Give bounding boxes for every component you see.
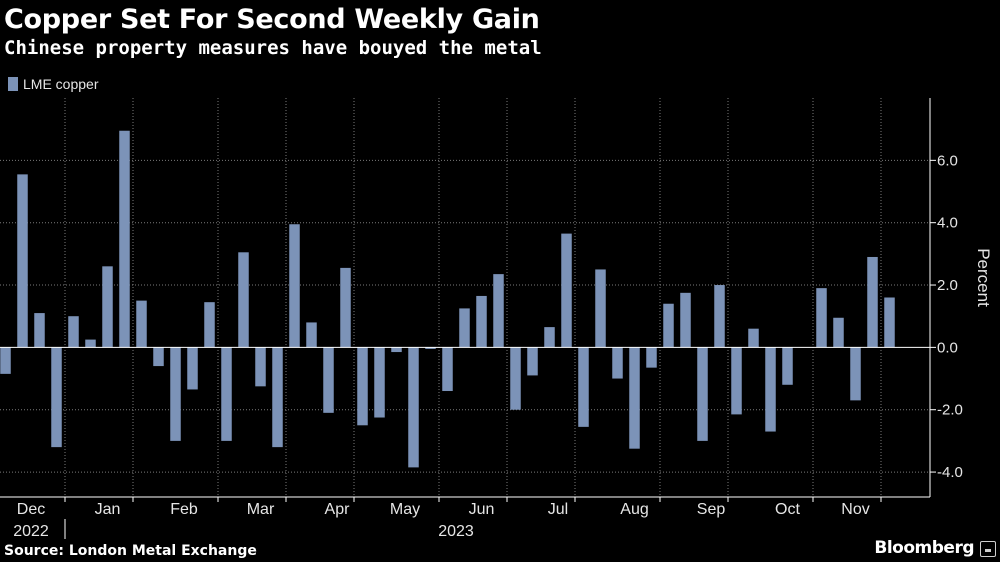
y-axis-title: Percent: [974, 248, 993, 307]
y-tick-label: -4.0: [937, 464, 963, 481]
month-label: Feb: [170, 501, 198, 518]
y-tick-label: 4.0: [937, 215, 958, 232]
bar: [782, 347, 793, 385]
bar: [748, 328, 759, 348]
bar: [884, 297, 895, 348]
month-label: Nov: [841, 501, 869, 518]
bar: [459, 308, 470, 348]
year-label: 2022: [13, 523, 49, 540]
bar: [663, 303, 674, 348]
bar: [153, 347, 164, 367]
label-layer: -4.0 -2.0 0.0 2.0 4.0 6.0 Percent Dec Jan Feb Mar A…: [13, 152, 993, 540]
y-tick-label: 0.0: [937, 339, 958, 356]
bar: [0, 347, 11, 374]
bar: [731, 347, 742, 415]
bar: [629, 347, 640, 449]
bar: [493, 274, 504, 348]
y-tick-label: 6.0: [937, 152, 958, 169]
bar: [340, 267, 351, 348]
bar-layer: [0, 130, 895, 468]
bar: [425, 347, 436, 349]
bar: [765, 347, 776, 432]
bar: [867, 256, 878, 348]
bar: [306, 322, 317, 348]
bar: [17, 174, 28, 348]
grid-layer: [0, 98, 930, 497]
month-label: May: [390, 501, 420, 518]
chart-subtitle: Chinese property measures have bouyed th…: [4, 37, 542, 59]
bar: [221, 347, 232, 441]
bar: [51, 347, 62, 448]
bar: [527, 347, 538, 376]
year-label: 2023: [438, 523, 474, 540]
bar: [850, 347, 861, 401]
legend-label: LME copper: [23, 76, 99, 92]
bar: [391, 347, 402, 353]
bar: [272, 347, 283, 448]
source-note: Source: London Metal Exchange: [4, 543, 257, 559]
bar: [102, 266, 113, 348]
bar: [408, 347, 419, 468]
bar: [187, 347, 198, 390]
bar: [34, 313, 45, 348]
bloomberg-terminal-icon: [980, 541, 996, 557]
legend-swatch: [8, 77, 18, 91]
bar: [680, 292, 691, 348]
brand-logo-text: Bloomberg: [874, 538, 974, 558]
bar: [357, 347, 368, 426]
bar: [510, 347, 521, 410]
y-tick-label: -2.0: [937, 402, 963, 419]
month-label: Jun: [469, 501, 495, 518]
bar: [204, 302, 215, 348]
bar: [714, 285, 725, 348]
month-label: Dec: [17, 501, 45, 518]
y-tick-label: 2.0: [937, 277, 958, 294]
legend: LME copper: [8, 76, 98, 92]
bar: [119, 130, 130, 348]
axis-layer: [0, 98, 936, 539]
bar: [561, 233, 572, 348]
bar: [646, 347, 657, 368]
bar: [289, 224, 300, 348]
bar: [816, 288, 827, 348]
bar: [578, 347, 589, 427]
month-label: Jul: [548, 501, 568, 518]
bar: [442, 347, 453, 392]
chart-title: Copper Set For Second Weekly Gain: [4, 4, 540, 35]
bar: [323, 347, 334, 413]
month-label: Aug: [620, 501, 648, 518]
bar: [85, 339, 96, 348]
month-label: Mar: [247, 501, 275, 518]
month-label: Sep: [697, 501, 726, 518]
bar: [833, 317, 844, 348]
bar: [238, 252, 249, 348]
bar: [544, 327, 555, 348]
bar: [374, 347, 385, 418]
bar: [255, 347, 266, 387]
month-label: Jan: [95, 501, 121, 518]
bar: [612, 347, 623, 379]
bar: [136, 300, 147, 348]
bar: [476, 295, 487, 348]
month-label: Apr: [325, 501, 351, 518]
bar: [68, 316, 79, 348]
bar: [697, 347, 708, 441]
month-label: Oct: [775, 501, 800, 518]
bar: [170, 347, 181, 441]
bar: [595, 269, 606, 348]
